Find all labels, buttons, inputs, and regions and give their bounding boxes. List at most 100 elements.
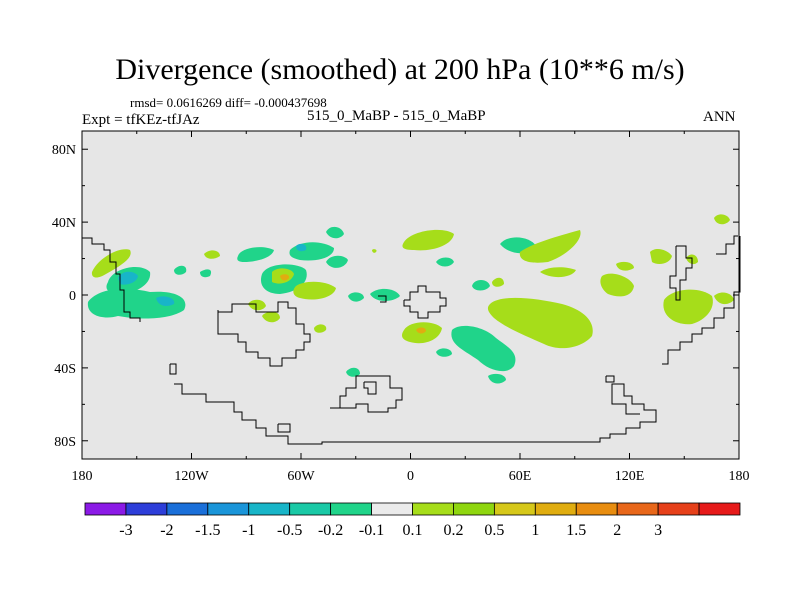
coastline-segment xyxy=(330,375,403,413)
colorbar-swatch xyxy=(412,502,454,516)
colorbar-label: 3 xyxy=(654,522,662,539)
contour-fill-region xyxy=(436,257,454,267)
colorbar-label: 0.2 xyxy=(443,522,463,539)
contour-fill-region xyxy=(487,297,593,349)
contour-fill-region xyxy=(451,325,516,372)
experiment-label: Expt = tfKEz-tfJAz xyxy=(82,112,200,128)
colorbar-label: -2 xyxy=(160,522,173,539)
colorbar-swatch xyxy=(657,502,700,516)
contour-fills xyxy=(87,214,734,384)
contour-fill-region xyxy=(326,226,344,239)
colorbar-swatch xyxy=(84,502,127,516)
coastline xyxy=(82,235,741,445)
coastline-segment xyxy=(169,363,177,375)
x-tick-label: 60W xyxy=(287,469,315,484)
colorbar-label: -0.5 xyxy=(277,522,302,539)
colorbar-label: 1.5 xyxy=(566,522,586,539)
contour-fill-region xyxy=(372,249,377,253)
coastline-segment xyxy=(82,237,141,322)
contour-fill-region xyxy=(156,296,175,306)
contour-fill-region xyxy=(174,265,187,275)
x-tick-label: 180 xyxy=(729,469,750,484)
stats-label: rmsd= 0.0616269 diff= -0.000437698 xyxy=(130,95,327,110)
colorbar-swatch xyxy=(493,502,536,516)
y-tick-label: 40S xyxy=(54,362,76,377)
colorbar-swatch xyxy=(166,502,209,516)
colorbar-label: -1 xyxy=(242,522,255,539)
coastline-segment xyxy=(174,383,657,445)
contour-fill-region xyxy=(293,281,336,300)
contour-fill-region xyxy=(314,324,327,333)
y-tick-label: 40N xyxy=(52,216,76,231)
colorbar-swatch xyxy=(534,502,577,516)
y-tick-label: 80N xyxy=(52,143,76,158)
x-tick-label: 180 xyxy=(72,469,93,484)
x-tick-label: 120E xyxy=(615,469,645,484)
coastline-segment xyxy=(277,423,291,433)
contour-fill-region xyxy=(296,243,307,252)
x-tick-label: 60E xyxy=(509,469,532,484)
y-tick-label: 0 xyxy=(69,289,76,304)
colorbar-swatch xyxy=(248,502,291,516)
colorbar-label: 2 xyxy=(613,522,621,539)
contour-fill-region xyxy=(91,249,131,278)
contour-fill-region xyxy=(248,299,266,311)
colorbar-swatch xyxy=(125,502,168,516)
coastline-segment xyxy=(605,375,615,383)
contour-fill-region xyxy=(436,348,452,357)
contour-fill-region xyxy=(87,288,186,319)
contour-fill-region xyxy=(118,271,138,285)
colorbar-swatch xyxy=(453,502,495,516)
colorbar-swatch xyxy=(289,502,332,516)
colorbar-label: 0.5 xyxy=(484,522,504,539)
colorbar-swatch xyxy=(616,502,659,516)
contour-fill-region xyxy=(262,311,280,323)
contour-fill-region xyxy=(280,274,290,281)
contour-fill-region xyxy=(204,250,220,259)
coastline-segment xyxy=(363,381,377,395)
coastline-segment xyxy=(662,236,741,365)
coastline-segment xyxy=(716,235,738,255)
contour-fill-region xyxy=(600,273,634,297)
contour-fill-region xyxy=(492,277,504,287)
contour-fill-region xyxy=(714,292,734,305)
x-tick-label: 120W xyxy=(174,469,209,484)
colorbar-label: -3 xyxy=(119,522,132,539)
coastline-segment xyxy=(378,295,387,303)
coastline-segment xyxy=(403,285,447,319)
x-tick-label: 0 xyxy=(407,469,414,484)
contour-fill-region xyxy=(714,214,730,225)
colorbar-label: 1 xyxy=(531,522,539,539)
contour-fill-region xyxy=(488,373,506,384)
contour-fill-region xyxy=(472,280,490,291)
case-label: 515_0_MaBP - 515_0_MaBP xyxy=(307,108,486,124)
y-tick-label: 80S xyxy=(54,435,76,450)
colorbar-label: -1.5 xyxy=(195,522,220,539)
contour-fill-region xyxy=(416,327,426,334)
colorbar-swatch xyxy=(371,502,413,516)
contour-fill-region xyxy=(326,255,348,268)
season-label: ANN xyxy=(703,109,736,125)
plot-title: Divergence (smoothed) at 200 hPa (10**6 … xyxy=(115,53,685,86)
colorbar-label: -0.2 xyxy=(318,522,343,539)
contour-fill-region xyxy=(540,267,576,278)
contour-fill-region xyxy=(370,288,400,301)
colorbar-label: 0.1 xyxy=(403,522,423,539)
contour-fill-region xyxy=(519,230,581,263)
colorbar-label: -0.1 xyxy=(359,522,384,539)
colorbar-swatch xyxy=(575,502,618,516)
contour-fill-region xyxy=(200,269,212,278)
contour-fill-region xyxy=(616,261,634,271)
axis-ticks xyxy=(81,131,740,459)
contour-fill-region xyxy=(346,367,360,377)
coastline-segment xyxy=(669,245,693,301)
coastline-segment xyxy=(217,301,311,367)
contour-fill-region xyxy=(348,292,364,302)
contour-fill-region xyxy=(402,229,454,251)
contour-fill-region xyxy=(650,249,672,264)
axis-tick-labels: 180 120W 60W 0 60E 120E 180 80N 40N 0 40S 80S xyxy=(52,143,750,484)
contour-fill-region xyxy=(237,247,274,262)
colorbar: -3 -2 -1.5 -1 -0.5 -0.2 -0.1 0.1 0.2 0.5 1 1.5 2 3 xyxy=(84,502,741,539)
colorbar-swatch xyxy=(698,502,741,516)
